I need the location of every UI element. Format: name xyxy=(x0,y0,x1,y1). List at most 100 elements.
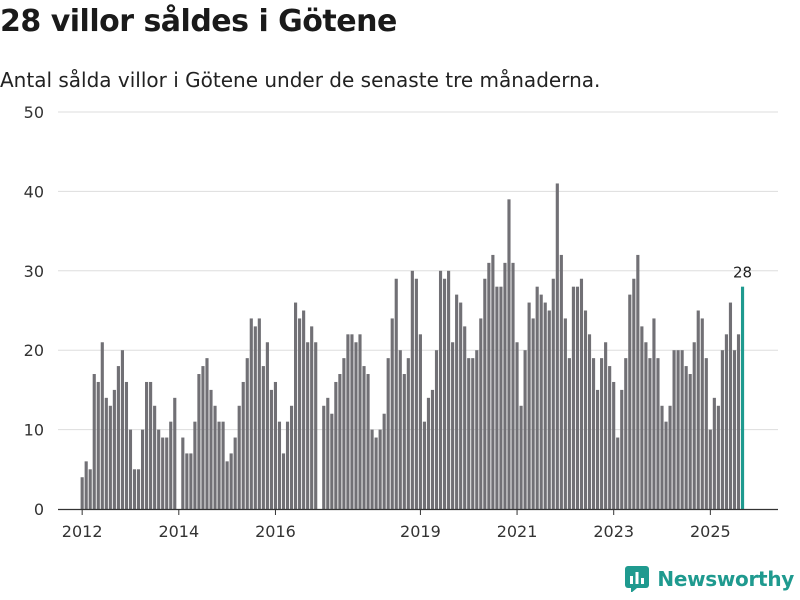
bar xyxy=(696,310,700,509)
bar xyxy=(394,278,398,509)
bar xyxy=(430,389,435,509)
bar xyxy=(185,453,189,509)
bar xyxy=(571,286,575,509)
x-tick-label: 2019 xyxy=(400,522,441,541)
bar xyxy=(406,358,410,509)
bar xyxy=(306,342,310,509)
bar xyxy=(330,413,334,509)
bar xyxy=(660,405,664,509)
bar xyxy=(438,270,443,509)
bar xyxy=(616,437,620,509)
bar xyxy=(539,294,543,509)
bar xyxy=(302,310,306,509)
bar xyxy=(463,326,467,509)
bar xyxy=(92,374,96,509)
bar xyxy=(434,350,439,509)
bar xyxy=(418,334,422,509)
bar xyxy=(487,262,491,509)
bar xyxy=(221,421,225,509)
bar xyxy=(382,413,386,509)
bar xyxy=(479,318,483,509)
bar xyxy=(442,278,447,509)
y-tick-label: 20 xyxy=(24,341,44,360)
bar xyxy=(181,437,185,509)
bar xyxy=(132,469,137,509)
bar xyxy=(294,302,298,509)
x-tick-label: 2012 xyxy=(62,522,103,541)
bar xyxy=(149,381,153,509)
bar xyxy=(676,350,680,509)
bar xyxy=(704,358,708,509)
bar xyxy=(136,469,141,509)
bar xyxy=(507,199,511,509)
brand-logo: Newsworthy xyxy=(625,566,794,592)
bar xyxy=(511,262,515,509)
bar xyxy=(169,421,173,509)
bar xyxy=(84,461,88,509)
bar xyxy=(672,350,676,509)
bar xyxy=(326,397,330,509)
bar xyxy=(374,437,378,509)
bar xyxy=(402,374,406,509)
bar xyxy=(124,381,129,509)
x-tick-label: 2025 xyxy=(690,522,731,541)
bar xyxy=(253,326,257,509)
bar xyxy=(608,366,612,509)
bar xyxy=(112,389,116,509)
bar xyxy=(165,437,169,509)
bar xyxy=(612,381,616,509)
bar xyxy=(447,270,451,509)
bar xyxy=(410,270,414,509)
bar xyxy=(378,429,382,509)
bar xyxy=(229,453,233,509)
bar xyxy=(559,254,563,509)
bar xyxy=(269,389,273,509)
x-tick-label: 2021 xyxy=(497,522,538,541)
bar xyxy=(459,302,463,509)
x-tick-label: 2014 xyxy=(158,522,199,541)
bar xyxy=(390,318,394,509)
bar xyxy=(455,294,459,509)
bar xyxy=(104,397,108,509)
x-tick-label: 2023 xyxy=(593,522,634,541)
bar xyxy=(664,421,668,509)
bar xyxy=(700,318,704,509)
bar-chart: 0 10 20 30 40 50 28 2012 2014 2016 2019 2021 2023 202… xyxy=(24,103,778,541)
bar xyxy=(640,326,644,509)
y-tick-label: 30 xyxy=(24,262,44,281)
bar xyxy=(563,318,567,509)
bar xyxy=(322,405,326,509)
bar xyxy=(600,358,604,509)
bar xyxy=(720,350,724,509)
bar xyxy=(310,326,314,509)
bar xyxy=(684,366,688,509)
bar xyxy=(354,342,358,509)
bar xyxy=(197,374,201,509)
bar xyxy=(128,429,133,509)
bar xyxy=(543,302,547,509)
bar xyxy=(499,286,503,509)
y-tick-label: 10 xyxy=(24,421,44,440)
bar xyxy=(108,405,112,509)
bar xyxy=(426,397,431,509)
bar xyxy=(535,286,539,509)
bar xyxy=(96,381,100,509)
bar xyxy=(712,397,716,509)
bar xyxy=(370,429,374,509)
bar xyxy=(475,350,479,509)
bar xyxy=(724,334,728,509)
bar xyxy=(632,278,636,509)
bar xyxy=(261,366,265,509)
bar xyxy=(205,358,209,509)
bar xyxy=(366,374,370,509)
bar xyxy=(620,389,624,509)
bar xyxy=(495,286,499,509)
bar xyxy=(680,350,684,509)
bar xyxy=(656,358,660,509)
newsworthy-logo-icon xyxy=(625,566,650,592)
bar xyxy=(161,437,165,509)
bar xyxy=(217,421,221,509)
y-tick-label: 50 xyxy=(24,103,44,122)
bar xyxy=(358,334,362,509)
bar xyxy=(249,318,253,509)
